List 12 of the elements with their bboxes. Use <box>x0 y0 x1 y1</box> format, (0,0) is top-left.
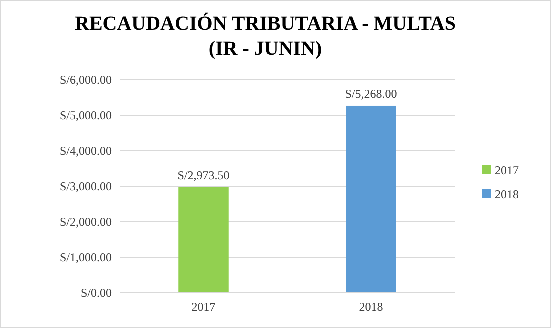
y-tick-label: S/2,000.00 <box>60 215 112 230</box>
y-tick-label: S/5,000.00 <box>60 108 112 123</box>
y-tick-label: S/4,000.00 <box>60 144 112 158</box>
y-tick-label: S/0.00 <box>80 286 112 300</box>
y-tick-label: S/1,000.00 <box>60 250 112 265</box>
data-label: S/5,268.00 <box>345 86 398 101</box>
legend-label: 2017 <box>495 164 519 178</box>
y-tick-label: S/6,000.00 <box>60 73 112 88</box>
y-tick-label: S/3,000.00 <box>60 180 112 194</box>
data-label: S/2,973.50 <box>178 168 230 182</box>
chart-title: RECAUDACIÓN TRIBUTARIA - MULTAS (IR - JUNIN) <box>75 12 456 60</box>
legend-label: 2018 <box>495 188 519 202</box>
